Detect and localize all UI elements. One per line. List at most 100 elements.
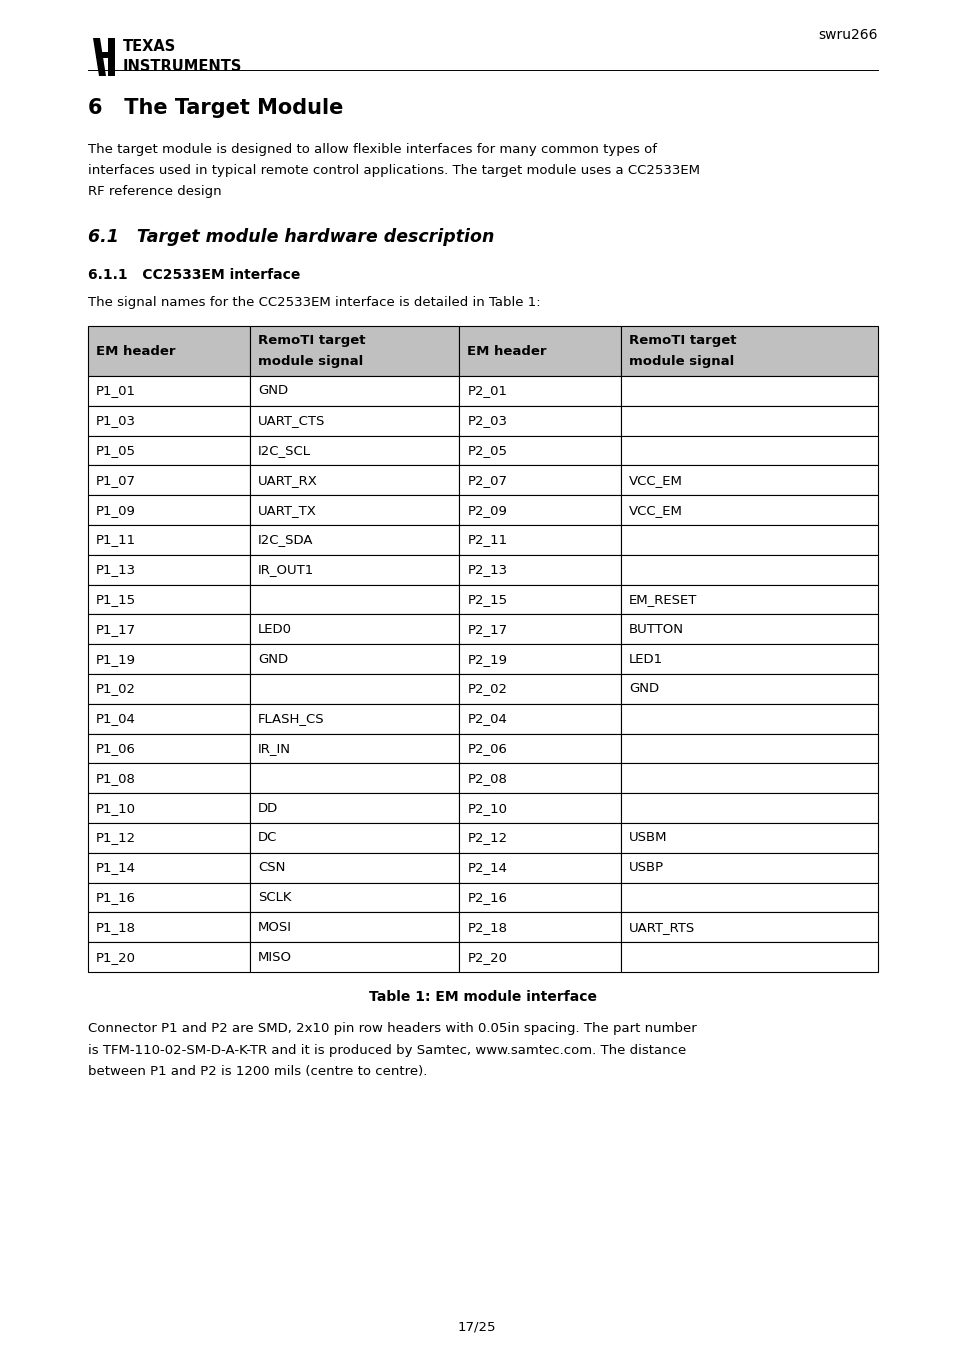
Text: P1_01: P1_01	[96, 385, 136, 397]
Text: GND: GND	[257, 653, 288, 666]
Text: P1_08: P1_08	[96, 771, 135, 785]
Text: EM header: EM header	[96, 345, 175, 358]
Text: P1_05: P1_05	[96, 444, 136, 457]
Bar	[620, 555, 877, 585]
Bar	[250, 435, 458, 465]
Bar	[620, 674, 877, 704]
Text: EM header: EM header	[467, 345, 546, 358]
Text: DD: DD	[257, 801, 278, 815]
Polygon shape	[108, 38, 115, 76]
Text: IR_OUT1: IR_OUT1	[257, 563, 314, 576]
Text: P2_06: P2_06	[467, 742, 507, 755]
Text: GND: GND	[629, 682, 659, 696]
Bar	[458, 465, 620, 496]
Bar	[620, 912, 877, 942]
Bar	[250, 465, 458, 496]
Bar	[458, 644, 620, 674]
Text: UART_RX: UART_RX	[257, 474, 317, 486]
Text: The signal names for the CC2533EM interface is detailed in Table 1:: The signal names for the CC2533EM interf…	[88, 296, 540, 309]
Text: P1_03: P1_03	[96, 415, 136, 427]
Text: P2_11: P2_11	[467, 534, 507, 546]
Text: Connector P1 and P2 are SMD, 2x10 pin row headers with 0.05in spacing. The part : Connector P1 and P2 are SMD, 2x10 pin ro…	[88, 1021, 696, 1035]
Text: RemoTI target: RemoTI target	[257, 334, 365, 347]
Bar	[620, 823, 877, 852]
Text: Table 1: EM module interface: Table 1: EM module interface	[369, 990, 597, 1004]
Bar	[88, 526, 250, 555]
Text: P1_18: P1_18	[96, 921, 136, 934]
Text: UART_CTS: UART_CTS	[257, 415, 325, 427]
Bar	[250, 734, 458, 763]
Text: CSN: CSN	[257, 861, 285, 874]
Text: P2_07: P2_07	[467, 474, 507, 486]
Bar	[250, 555, 458, 585]
Bar	[458, 734, 620, 763]
Text: RemoTI target: RemoTI target	[629, 334, 736, 347]
Text: GND: GND	[257, 385, 288, 397]
Text: P1_11: P1_11	[96, 534, 136, 546]
Text: P1_04: P1_04	[96, 712, 135, 725]
Bar	[88, 326, 250, 376]
Bar	[250, 615, 458, 644]
Text: P2_04: P2_04	[467, 712, 507, 725]
Text: P1_10: P1_10	[96, 801, 136, 815]
Text: IR_IN: IR_IN	[257, 742, 291, 755]
Text: I2C_SDA: I2C_SDA	[257, 534, 314, 546]
Bar	[620, 496, 877, 526]
Text: EM_RESET: EM_RESET	[629, 593, 697, 607]
Bar	[88, 496, 250, 526]
Text: VCC_EM: VCC_EM	[629, 474, 682, 486]
Bar	[250, 704, 458, 734]
Text: TEXAS: TEXAS	[123, 39, 176, 54]
Bar	[250, 942, 458, 971]
Bar	[620, 585, 877, 615]
Bar	[250, 585, 458, 615]
Text: P2_13: P2_13	[467, 563, 507, 576]
Bar	[88, 763, 250, 793]
Text: 6   The Target Module: 6 The Target Module	[88, 99, 343, 118]
Bar	[620, 942, 877, 971]
Bar	[88, 912, 250, 942]
Text: P2_19: P2_19	[467, 653, 507, 666]
Bar	[458, 555, 620, 585]
Bar	[458, 405, 620, 435]
Bar	[250, 912, 458, 942]
Bar	[250, 644, 458, 674]
Bar	[458, 585, 620, 615]
Text: between P1 and P2 is 1200 mils (centre to centre).: between P1 and P2 is 1200 mils (centre t…	[88, 1065, 427, 1078]
Polygon shape	[92, 38, 106, 76]
Bar	[620, 405, 877, 435]
Text: UART_RTS: UART_RTS	[629, 921, 695, 934]
Bar	[88, 793, 250, 823]
Text: module signal: module signal	[257, 355, 363, 367]
Bar	[250, 763, 458, 793]
Bar	[88, 704, 250, 734]
Bar	[620, 376, 877, 405]
Text: 6.1.1   CC2533EM interface: 6.1.1 CC2533EM interface	[88, 267, 300, 282]
Bar	[88, 465, 250, 496]
Bar	[88, 376, 250, 405]
Bar	[88, 585, 250, 615]
Bar	[620, 526, 877, 555]
Text: P1_13: P1_13	[96, 563, 136, 576]
Text: 17/25: 17/25	[457, 1321, 496, 1333]
Bar	[250, 793, 458, 823]
Polygon shape	[96, 51, 115, 58]
Text: P1_06: P1_06	[96, 742, 135, 755]
Bar	[458, 882, 620, 912]
Bar	[88, 615, 250, 644]
Text: module signal: module signal	[629, 355, 734, 367]
Text: USBP: USBP	[629, 861, 663, 874]
Bar	[88, 734, 250, 763]
Bar	[88, 674, 250, 704]
Bar	[250, 674, 458, 704]
Bar	[88, 823, 250, 852]
Text: P1_02: P1_02	[96, 682, 136, 696]
Text: The target module is designed to allow flexible interfaces for many common types: The target module is designed to allow f…	[88, 143, 657, 155]
Bar	[620, 435, 877, 465]
Text: P2_05: P2_05	[467, 444, 507, 457]
Text: P2_15: P2_15	[467, 593, 507, 607]
Bar	[250, 326, 458, 376]
Bar	[620, 793, 877, 823]
Bar	[88, 555, 250, 585]
Text: P2_09: P2_09	[467, 504, 507, 516]
